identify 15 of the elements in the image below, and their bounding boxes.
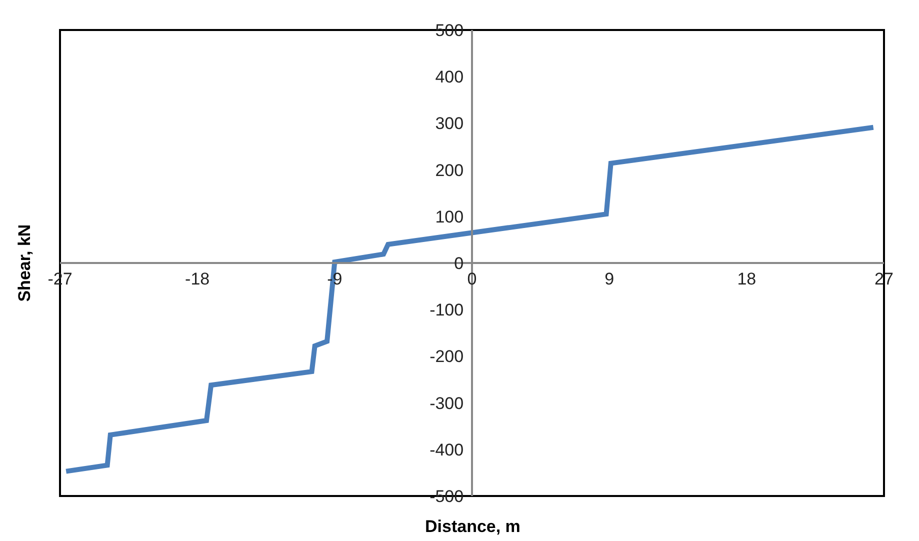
x-tick-label: -18 [185, 269, 210, 288]
x-tick-label: 0 [467, 269, 477, 288]
y-tick-label: -300 [430, 394, 464, 413]
y-tick-label: 0 [454, 254, 464, 273]
y-tick-label: 200 [435, 160, 464, 180]
y-tick-label: -200 [430, 347, 464, 366]
x-tick-label: 18 [737, 269, 756, 288]
y-tick-label: 300 [435, 114, 464, 134]
y-tick-label: 400 [435, 68, 464, 87]
x-tick-label: 9 [604, 269, 614, 288]
y-tick-label: -400 [430, 440, 464, 460]
y-tick-label: 100 [435, 207, 464, 226]
x-axis-title: Distance, m [425, 517, 520, 536]
y-axis-title: Shear, kN [14, 224, 34, 302]
y-tick-label: -100 [430, 300, 464, 320]
